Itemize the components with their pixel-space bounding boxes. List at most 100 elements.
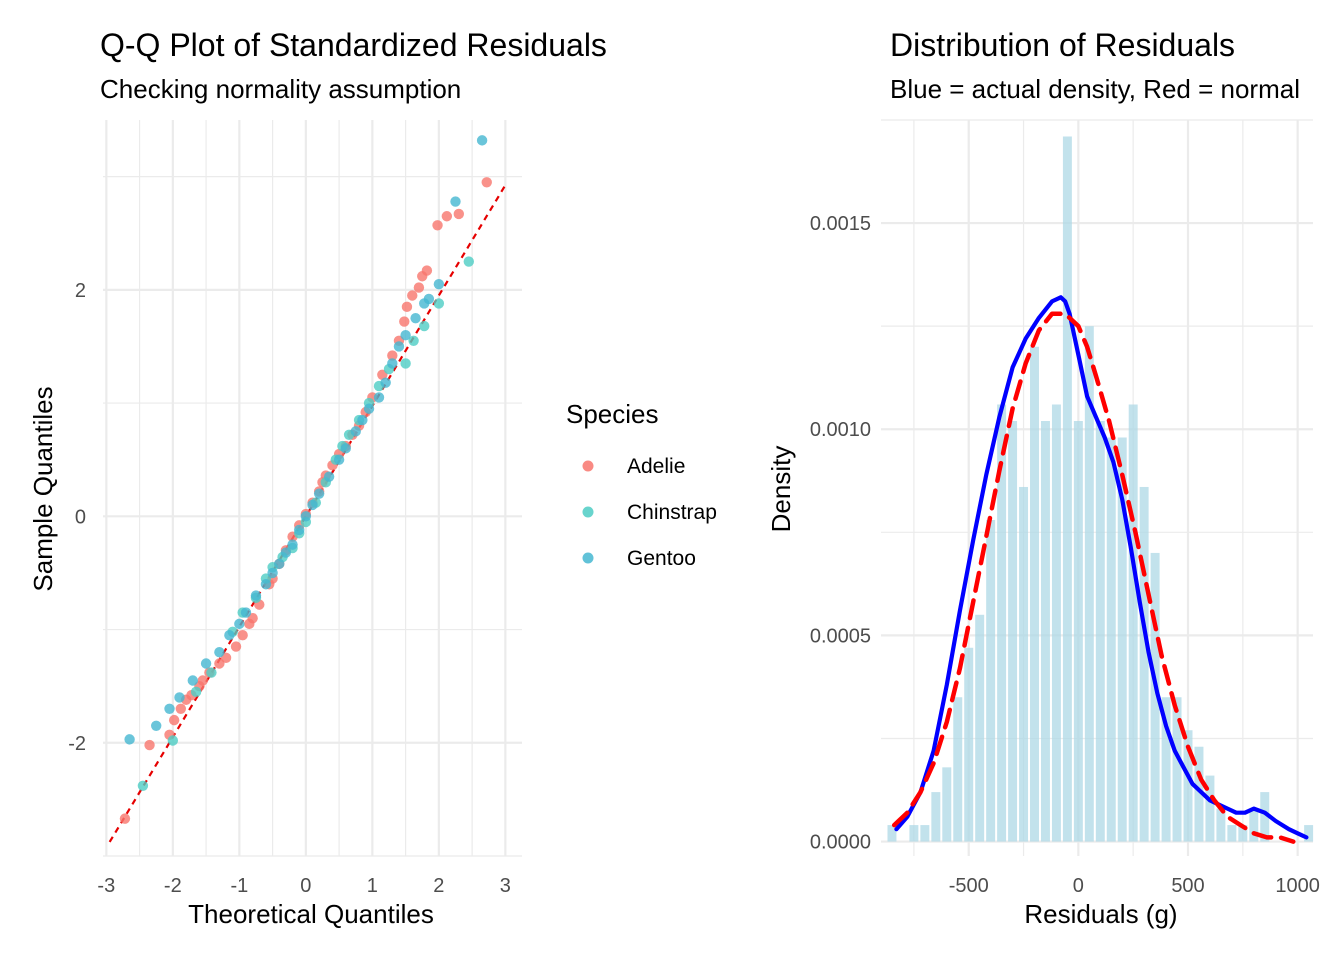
qq-point-gentoo [260, 579, 272, 590]
legend-key-chinstrap [582, 506, 594, 518]
legend-key-adelie [582, 460, 594, 472]
qq-point-gentoo [267, 567, 278, 579]
qq-point-adelie [441, 211, 453, 222]
qq-point-adelie [387, 350, 398, 361]
hist-y-tick-label: 0.0005 [810, 625, 871, 647]
qq-point-gentoo [187, 675, 198, 686]
qq-x-tick-label: -1 [230, 875, 248, 897]
qq-point-gentoo [124, 734, 135, 745]
qq-point-gentoo [373, 392, 385, 403]
hist-bar [1019, 486, 1029, 842]
qq-point-gentoo [333, 454, 345, 465]
hist-bar [1150, 552, 1160, 842]
hist-bar [920, 825, 930, 842]
hist-y-tick-label: 0.0015 [810, 213, 871, 235]
qq-point-chinstrap [206, 667, 217, 678]
qq-point-adelie [197, 675, 208, 686]
residuals-histogram-panel: -500 0 500 1000 0.0000 0.0005 0.0010 0.0015 Dis… [766, 27, 1320, 929]
hist-bar [975, 614, 985, 842]
hist-bar [1249, 808, 1259, 842]
hist-bar [953, 697, 963, 842]
hist-bar [1040, 420, 1050, 842]
qq-title: Q-Q Plot of Standardized Residuals [100, 27, 607, 63]
hist-bar [1205, 775, 1215, 842]
hist-subtitle: Blue = actual density, Red = normal [890, 74, 1300, 104]
qq-point-gentoo [400, 329, 411, 341]
legend-label-adelie: Adelie [627, 455, 685, 478]
qq-grid [103, 120, 522, 857]
hist-bar [1183, 730, 1193, 842]
qq-point-gentoo [234, 618, 245, 630]
qq-point-gentoo [287, 539, 298, 550]
hist-bar [997, 404, 1007, 842]
qq-point-gentoo [151, 720, 162, 731]
qq-point-gentoo [280, 547, 292, 558]
hist-bar [1304, 825, 1314, 842]
hist-bar [1084, 326, 1094, 842]
qq-point-adelie [453, 208, 465, 220]
qq-point-adelie [168, 714, 180, 726]
legend-title: Species [566, 399, 659, 429]
hist-bar [964, 647, 974, 842]
hist-x-axis-label: Residuals (g) [1024, 899, 1177, 929]
hist-x-tick-label: 1000 [1275, 875, 1320, 897]
qq-point-gentoo [340, 443, 351, 454]
qq-point-adelie [421, 265, 433, 276]
qq-point-chinstrap [419, 320, 430, 332]
normal-density-curve [891, 311, 1296, 844]
qq-point-adelie [144, 739, 155, 751]
qq-point-gentoo [357, 414, 368, 426]
qq-point-gentoo [300, 511, 312, 522]
qq-point-gentoo [293, 524, 305, 536]
qq-point-adelie [432, 220, 443, 231]
hist-bar [1106, 437, 1116, 842]
qq-point-adelie [119, 813, 131, 824]
legend-key-gentoo [582, 552, 594, 564]
qq-point-adelie [413, 282, 425, 293]
qq-y-tick-label: 0 [75, 506, 86, 528]
qq-x-tick-label: 1 [367, 875, 378, 897]
qq-x-tick-label: 0 [300, 875, 311, 897]
hist-bar [1073, 420, 1083, 842]
qq-reference-line [108, 184, 507, 843]
qq-point-gentoo [164, 703, 175, 714]
qq-x-tick-label: 3 [500, 875, 511, 897]
qq-subtitle: Checking normality assumption [100, 74, 461, 104]
qq-point-gentoo [380, 377, 391, 388]
qq-point-gentoo [423, 293, 435, 305]
hist-bar [1008, 420, 1018, 842]
species-legend: Species Adelie Chinstrap Gentoo [566, 399, 717, 570]
qq-point-gentoo [240, 607, 252, 618]
hist-bar [1128, 404, 1138, 842]
qq-point-chinstrap [190, 686, 202, 698]
qq-x-axis-label: Theoretical Quantiles [188, 899, 434, 929]
hist-bar [909, 825, 919, 842]
qq-point-gentoo [350, 426, 361, 437]
hist-bar [1051, 404, 1061, 842]
qq-y-tick-label: -2 [68, 733, 86, 755]
hist-x-tick-label: 500 [1171, 875, 1204, 897]
hist-bar [986, 519, 996, 842]
qq-point-chinstrap [167, 735, 179, 746]
qq-point-gentoo [313, 488, 325, 499]
hist-bar [942, 767, 952, 842]
hist-bar [1139, 486, 1149, 842]
qq-point-adelie [175, 703, 187, 714]
qq-point-adelie [237, 630, 248, 641]
hist-bar [1260, 792, 1270, 842]
qq-point-gentoo [174, 692, 185, 703]
qq-point-gentoo [387, 358, 398, 369]
hist-y-tick-label: 0.0000 [810, 832, 871, 854]
qq-plot-panel: -3 -2 -1 0 1 2 3 -2 0 2 Q-Q Plot of Standardized … [28, 27, 717, 929]
hist-bar [1238, 825, 1248, 842]
qq-points [119, 135, 492, 824]
hist-bar [1227, 825, 1237, 842]
qq-point-gentoo [450, 196, 461, 207]
legend-label-chinstrap: Chinstrap [627, 501, 717, 524]
hist-y-tick-label: 0.0010 [810, 419, 871, 441]
qq-point-gentoo [274, 558, 285, 570]
qq-point-chinstrap [463, 256, 474, 267]
hist-y-axis-label: Density [766, 446, 796, 533]
qq-point-adelie [401, 301, 413, 313]
actual-density-curve [894, 295, 1309, 840]
